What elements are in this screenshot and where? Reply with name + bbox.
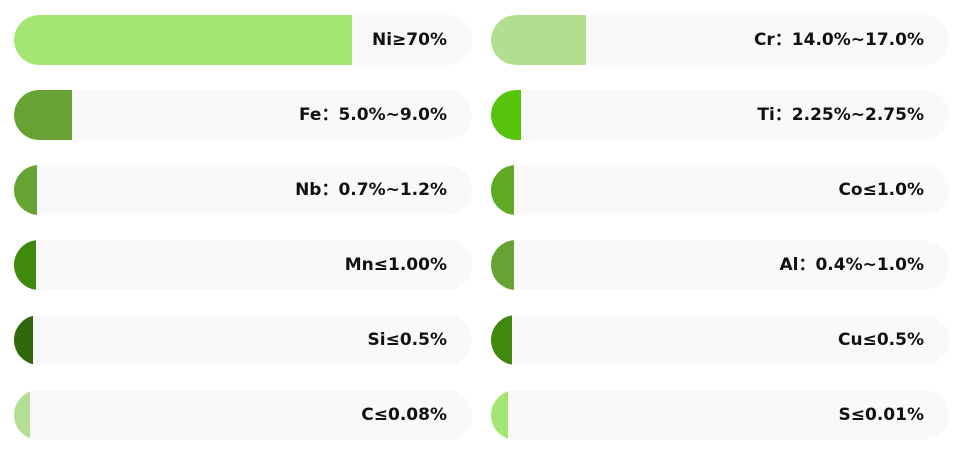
element-bar-cu: Cu≤0.5% — [491, 315, 949, 365]
element-fill-fe — [14, 90, 73, 140]
element-label-s: S≤0.01% — [838, 405, 924, 425]
element-label-ni: Ni≥70% — [372, 30, 447, 50]
element-label-nb: Nb：0.7%~1.2% — [295, 180, 447, 200]
element-fill-ni — [14, 15, 352, 65]
element-fill-c — [14, 390, 31, 440]
element-bar-si: Si≤0.5% — [14, 315, 472, 365]
element-fill-si — [14, 315, 34, 365]
element-label-co: Co≤1.0% — [838, 180, 924, 200]
element-label-cr: Cr：14.0%~17.0% — [753, 30, 924, 50]
element-bar-mn: Mn≤1.00% — [14, 240, 472, 290]
element-bar-al: Al：0.4%~1.0% — [491, 240, 949, 290]
composition-grid: Ni≥70% Fe：5.0%~9.0% Nb：0.7%~1.2% Mn≤1.00… — [14, 15, 924, 440]
element-fill-nb — [14, 165, 37, 215]
element-fill-co — [491, 165, 514, 215]
element-bar-ti: Ti：2.25%~2.75% — [491, 90, 949, 140]
element-bar-s: S≤0.01% — [491, 390, 949, 440]
left-column: Ni≥70% Fe：5.0%~9.0% Nb：0.7%~1.2% Mn≤1.00… — [14, 15, 472, 465]
element-bar-ni: Ni≥70% — [14, 15, 472, 65]
right-column: Cr：14.0%~17.0% Ti：2.25%~2.75% Co≤1.0% Al… — [491, 15, 949, 465]
element-bar-co: Co≤1.0% — [491, 165, 949, 215]
element-bar-cr: Cr：14.0%~17.0% — [491, 15, 949, 65]
element-label-fe: Fe：5.0%~9.0% — [299, 105, 447, 125]
element-label-si: Si≤0.5% — [367, 330, 447, 350]
element-bar-c: C≤0.08% — [14, 390, 472, 440]
element-fill-al — [491, 240, 514, 290]
element-bar-nb: Nb：0.7%~1.2% — [14, 165, 472, 215]
element-label-ti: Ti：2.25%~2.75% — [757, 105, 924, 125]
element-label-c: C≤0.08% — [361, 405, 447, 425]
element-label-cu: Cu≤0.5% — [838, 330, 924, 350]
element-label-al: Al：0.4%~1.0% — [779, 255, 924, 275]
element-label-mn: Mn≤1.00% — [344, 255, 447, 275]
element-fill-ti — [491, 90, 522, 140]
element-bar-fe: Fe：5.0%~9.0% — [14, 90, 472, 140]
element-fill-mn — [14, 240, 36, 290]
element-fill-cr — [491, 15, 587, 65]
element-fill-cu — [491, 315, 513, 365]
element-fill-s — [491, 390, 509, 440]
